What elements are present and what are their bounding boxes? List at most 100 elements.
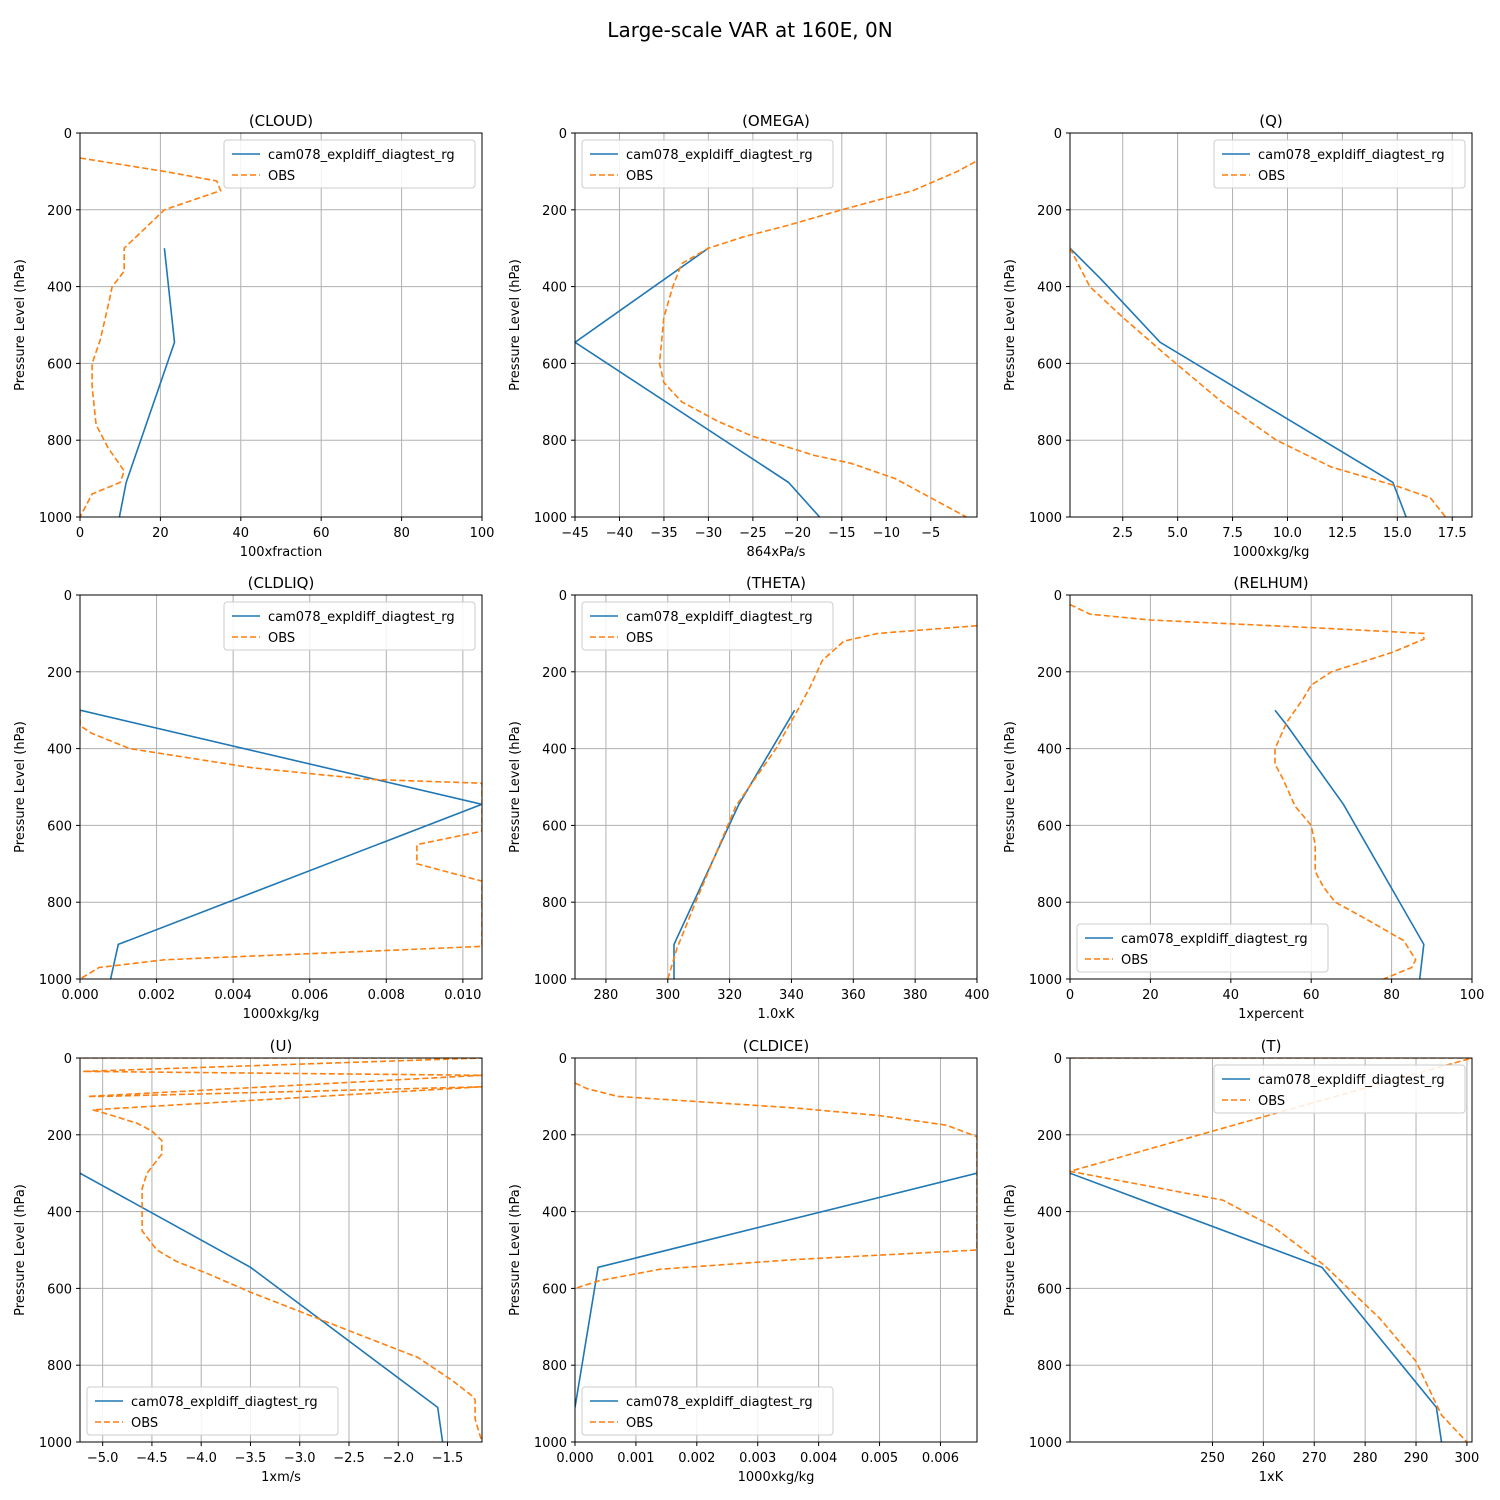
axes-frame [574,594,978,980]
y-tick-label: 1000 [39,973,72,988]
legend: cam078_expldiff_diagtest_rg OBS [86,1386,339,1436]
legend-box [1213,1064,1466,1114]
panels: 0 20 40 60 80 10002004006008001000(CLOUD)100x… [13,112,1484,1485]
y-tick-label: 800 [47,434,72,449]
x-tick-label: 250 [1200,1451,1225,1466]
y-tick-label: 1000 [534,1436,567,1451]
y-tick-label: 0 [64,127,72,142]
x-tick-label: −4.0 [185,1451,217,1466]
chart-title: (THETA) [746,574,806,592]
series-line-obs [667,624,977,979]
legend-label: cam078_expldiff_diagtest_rg [626,1395,813,1410]
x-tick-label: −5.0 [87,1451,119,1466]
axes-frame [79,594,483,980]
y-axis-label: Pressure Level (hPa) [508,259,523,391]
x-tick-label: −3.0 [284,1451,316,1466]
series-line-model [1070,1172,1443,1442]
x-axis-label: 1000xkg/kg [1233,545,1310,560]
legend-box [223,601,476,651]
y-tick-label: 200 [1037,204,1062,219]
series-line-obs [1070,247,1447,517]
y-tick-label: 800 [542,1359,567,1374]
x-tick-label: −5 [921,526,940,541]
legend-box [581,1386,834,1436]
y-tick-label: 1000 [1029,1436,1062,1451]
y-tick-label: 1000 [534,973,567,988]
axes-frame [1069,1057,1473,1443]
legend-box [1076,923,1329,973]
chart-panel-3: 2.5 5.0 7.5 10.0 12.5 15.0 17.5 0 200 400 600 800 10… [1003,112,1473,560]
y-tick-label: 600 [47,357,72,372]
legend: cam078_expldiff_diagtest_rg OBS [223,601,476,651]
legend: cam078_expldiff_diagtest_rg OBS [1076,923,1329,973]
x-tick-label: 0.006 [922,1451,959,1466]
x-axis-label: 1000xkg/kg [243,1007,320,1022]
series-line-obs [1070,1058,1472,1442]
series-line-model [575,247,821,517]
chart-title: (T) [1261,1037,1282,1055]
x-tick-label: −30 [695,526,722,541]
legend-label: cam078_expldiff_diagtest_rg [268,148,455,163]
chart-panel-6: 0 20 40 60 80 10002004006008001000(RELHUM)1xp… [1003,574,1484,1022]
x-tick-label: 0.000 [556,1451,593,1466]
chart-title: (CLOUD) [249,112,313,130]
y-tick-label: 200 [542,204,567,219]
legend-label: cam078_expldiff_diagtest_rg [626,610,813,625]
legend-label: cam078_expldiff_diagtest_rg [1121,932,1308,947]
figure-title: Large-scale VAR at 160E, 0N [607,18,892,42]
y-tick-label: 1000 [534,511,567,526]
x-tick-label: 20 [1142,988,1159,1003]
series-line-model [575,1172,977,1408]
x-tick-label: 0.010 [444,988,481,1003]
y-tick-label: 200 [542,1129,567,1144]
x-tick-label: 0.003 [739,1451,776,1466]
x-tick-label: 280 [1353,1451,1378,1466]
y-axis-label: Pressure Level (hPa) [1003,721,1018,853]
axes-frame [1069,132,1473,518]
y-axis-label: Pressure Level (hPa) [13,259,28,391]
x-tick-label: 12.5 [1328,526,1357,541]
y-tick-label: 800 [1037,896,1062,911]
x-tick-label: −10 [873,526,900,541]
x-tick-label: 300 [1454,1451,1479,1466]
legend-label: OBS [1258,1094,1285,1109]
x-tick-label: 100 [1460,988,1485,1003]
x-tick-label: 40 [233,526,250,541]
legend-label: cam078_expldiff_diagtest_rg [626,148,813,163]
x-axis-label: 100xfraction [240,545,322,560]
y-tick-label: 1000 [1029,511,1062,526]
y-axis-label: Pressure Level (hPa) [1003,1184,1018,1316]
legend: cam078_expldiff_diagtest_rg OBS [1213,139,1466,189]
y-tick-label: 600 [542,819,567,834]
series-line-obs [575,1082,977,1290]
legend-label: cam078_expldiff_diagtest_rg [1258,148,1445,163]
y-tick-label: 400 [47,281,72,296]
series-line-model [80,1172,444,1442]
y-tick-label: 800 [1037,434,1062,449]
x-tick-label: 40 [1223,988,1240,1003]
chart-title: (CLDLIQ) [248,574,315,592]
x-tick-label: −15 [828,526,855,541]
series-line-model [1274,709,1425,979]
y-tick-label: 1000 [39,1436,72,1451]
x-axis-label: 1xm/s [261,1470,301,1485]
y-tick-label: 200 [1037,666,1062,681]
x-tick-label: 290 [1404,1451,1429,1466]
x-tick-label: 0.004 [800,1451,837,1466]
x-tick-label: 0.006 [291,988,328,1003]
chart-panel-9: 250 260 270 280 290 300 0 200 400 600 800 1000 (T) 1x… [1003,1037,1479,1485]
chart-title: (CLDICE) [743,1037,809,1055]
legend-label: OBS [131,1416,158,1431]
x-tick-label: 270 [1302,1451,1327,1466]
x-tick-label: 0.002 [138,988,175,1003]
x-tick-label: 5.0 [1167,526,1188,541]
y-tick-label: 0 [1054,127,1062,142]
legend-label: OBS [268,631,295,646]
chart-title: (OMEGA) [742,112,810,130]
series-line-obs [80,157,222,517]
x-tick-label: 280 [594,988,619,1003]
y-tick-label: 800 [1037,1359,1062,1374]
x-axis-label: 1.0xK [758,1007,795,1022]
x-tick-label: 0.005 [861,1451,898,1466]
